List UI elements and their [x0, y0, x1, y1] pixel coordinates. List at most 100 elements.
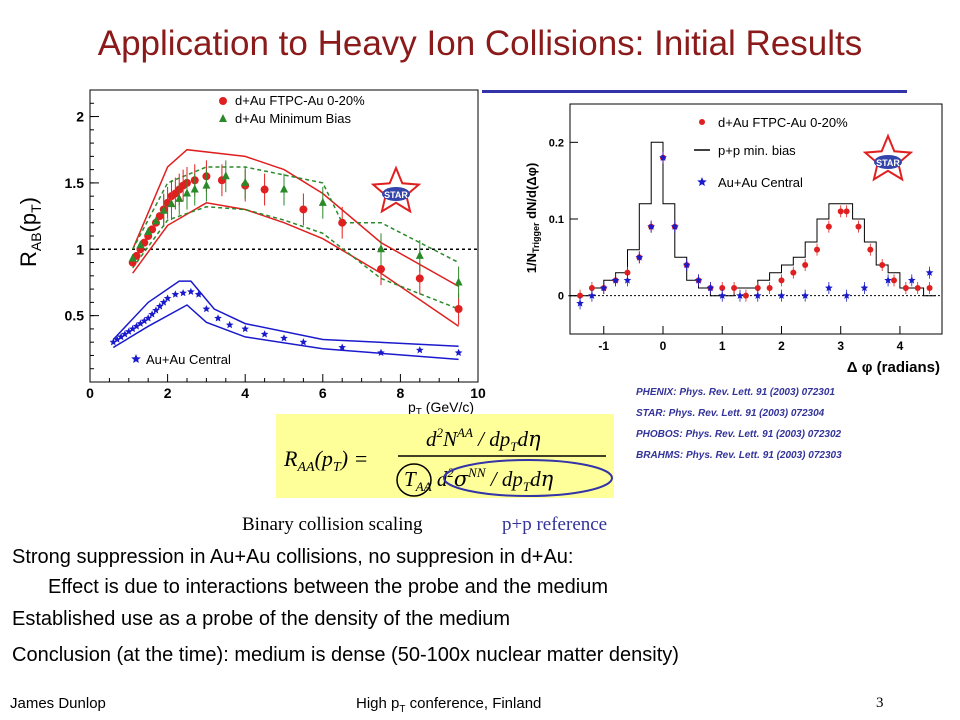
formula-arg-sub: T	[333, 460, 342, 475]
data-point	[109, 338, 118, 346]
y-axis-label-c: )	[16, 197, 41, 204]
tAA-circle	[396, 463, 432, 497]
data-point	[225, 320, 234, 329]
x-tick-label: 1	[719, 339, 726, 353]
data-point	[902, 285, 909, 291]
legend-label: d+Au FTPC-Au 0-20%	[235, 93, 365, 108]
data-point	[318, 197, 327, 206]
x-tick-label: 0	[660, 339, 667, 353]
footer-conference: High pT conference, Finland	[356, 695, 541, 715]
data-point	[576, 299, 584, 307]
data-point	[925, 268, 934, 276]
data-point	[635, 253, 644, 261]
data-point	[778, 277, 785, 284]
legend-label: d+Au FTPC-Au 0-20%	[718, 115, 848, 130]
data-point	[837, 208, 844, 215]
x-axis-label: Δ φ (radians)	[847, 359, 940, 376]
data-point	[415, 250, 424, 259]
star-logo-icon	[370, 165, 422, 214]
data-point	[175, 193, 184, 202]
band-curve-2-lo	[112, 304, 459, 361]
footer-conference-a: High p	[356, 695, 400, 712]
y-tick-label: 0.5	[65, 308, 85, 324]
data-point	[241, 324, 249, 333]
data-point	[588, 291, 596, 299]
x-tick-label: 3	[837, 339, 844, 353]
data-point	[600, 284, 608, 292]
data-point	[867, 246, 874, 253]
y-axis-label-a: R	[16, 251, 41, 267]
data-point	[802, 262, 809, 268]
data-point	[879, 262, 886, 268]
data-point	[754, 291, 762, 299]
data-point	[187, 287, 195, 295]
y-axis-label-a: 1/N	[524, 253, 539, 273]
data-point	[624, 269, 631, 276]
footer-conference-b: conference, Finland	[405, 695, 542, 712]
star-logo-text: STAR	[876, 158, 900, 168]
data-point	[214, 314, 222, 322]
legend-label: Au+Au Central	[146, 352, 231, 367]
data-point	[152, 306, 160, 314]
star-logo-badge	[874, 155, 902, 169]
data-point	[202, 180, 211, 189]
series-2	[109, 287, 463, 356]
data-point	[611, 276, 620, 284]
y-tick-label: 1	[76, 241, 84, 257]
page-title: Application to Heavy Ion Collisions: Ini…	[97, 24, 863, 63]
y-axis-label-b: (p	[16, 213, 41, 233]
band-curve-1-hi	[132, 166, 459, 264]
data-point	[280, 184, 288, 193]
x-tick-label: 2	[778, 339, 785, 353]
x-tick-label: 2	[164, 385, 172, 401]
data-point	[754, 285, 761, 291]
data-point	[338, 218, 347, 227]
data-point	[167, 199, 176, 208]
data-point	[221, 171, 230, 180]
y-tick-label: 2	[76, 109, 84, 125]
data-point	[338, 343, 346, 351]
x-axis-label-sub: T	[416, 407, 422, 414]
data-point	[719, 285, 726, 291]
binary-scaling-caption: Binary collision scaling	[242, 514, 423, 535]
pp-reference-caption: p+p reference	[502, 514, 608, 535]
data-point	[280, 334, 288, 342]
legend-label: Au+Au Central	[718, 175, 803, 190]
data-point	[190, 184, 199, 193]
y-axis-label-b: dN/d(Δφ)	[524, 163, 539, 223]
star-logo-badge	[382, 187, 410, 201]
reference-phenix: PHENIX: Phys. Rev. Lett. 91 (2003) 07230…	[636, 387, 835, 398]
data-point	[151, 216, 160, 225]
data-point	[179, 289, 187, 297]
data-point	[159, 205, 168, 214]
data-point	[454, 305, 463, 313]
legend-label: d+Au Minimum Bias	[235, 111, 351, 126]
data-point	[194, 290, 203, 298]
data-point	[183, 188, 191, 197]
data-point	[855, 223, 862, 230]
data-point	[682, 261, 691, 269]
data-point	[577, 292, 584, 299]
data-point	[140, 316, 149, 325]
data-point	[926, 285, 933, 291]
bullet-3: Conclusion (at the time): medium is dens…	[12, 644, 679, 666]
bullet-2: Established use as a probe of the densit…	[12, 608, 511, 630]
data-point	[144, 314, 152, 322]
reference-star: STAR: Phys. Rev. Lett. 91 (2003) 072304	[636, 408, 825, 419]
band-curve-1-lo	[132, 206, 459, 310]
legend-marker	[219, 97, 227, 105]
data-point	[121, 330, 129, 338]
data-point	[260, 185, 269, 194]
data-point	[814, 246, 821, 253]
data-point	[128, 324, 137, 333]
y-axis-label-sub: AB	[28, 232, 44, 251]
footer-conference-sub: T	[399, 704, 406, 715]
data-point	[884, 276, 892, 284]
data-point	[914, 285, 921, 291]
footer-author: James Dunlop	[10, 695, 106, 712]
bullet-1-sub: Effect is due to interactions between th…	[48, 576, 608, 598]
data-point	[842, 291, 851, 299]
data-point	[843, 208, 850, 215]
bullet-1: Strong suppression in Au+Au collisions, …	[12, 546, 574, 568]
star-logo-icon	[862, 133, 914, 182]
